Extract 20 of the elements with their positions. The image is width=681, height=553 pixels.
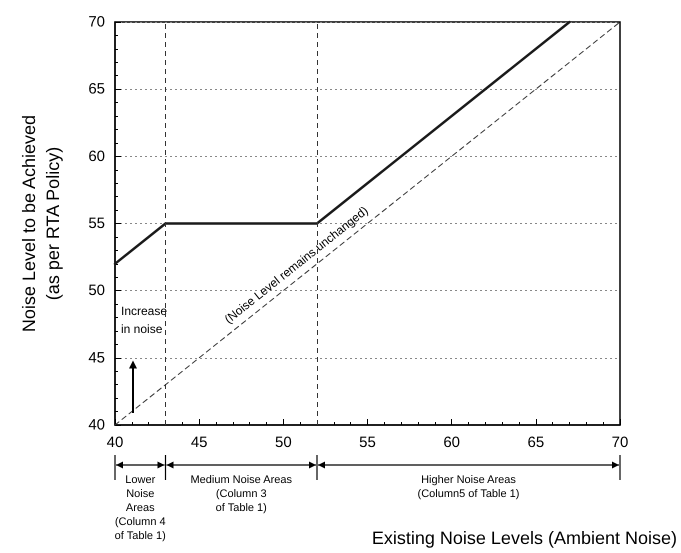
y-tick-label: 65 xyxy=(88,80,105,98)
x-tick-label: 50 xyxy=(274,434,292,451)
x-axis-title: Existing Noise Levels (Ambient Noise) xyxy=(372,528,677,548)
text: Higher Noise Areas (Column5 of Table 1) xyxy=(418,474,520,500)
y-tick-label: 55 xyxy=(88,215,105,232)
x-tick-label: 55 xyxy=(359,434,376,451)
y-tick-label: 40 xyxy=(88,416,105,434)
x-tick-label: 45 xyxy=(190,434,208,451)
y-tick-label: 50 xyxy=(88,282,105,300)
annotation: Increase in noise xyxy=(121,304,168,336)
y-tick-label: 45 xyxy=(88,349,105,366)
y-tick-label: 60 xyxy=(88,148,105,165)
x-tick-label: 65 xyxy=(527,434,544,451)
text: Lower Noise Areas (Column 4 of Table 1) xyxy=(114,474,166,542)
text: Medium Noise Areas (Column 3 of Table 1) xyxy=(190,474,292,514)
y-axis-title: Noise Level to be Achieved (as per RTA Policy) xyxy=(19,114,63,332)
x-tick-label: 60 xyxy=(443,434,460,451)
x-tick-label: 70 xyxy=(612,434,628,451)
x-tick-label: 40 xyxy=(106,434,124,451)
y-tick-label: 70 xyxy=(88,14,105,30)
